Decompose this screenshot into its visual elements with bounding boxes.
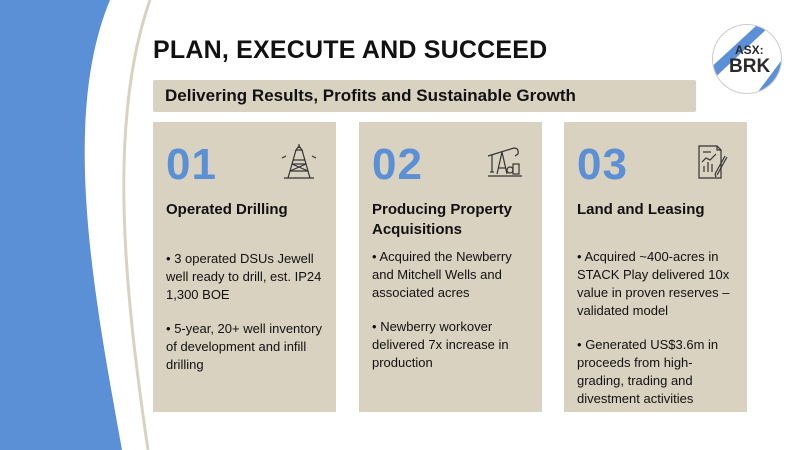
bullet-dot: • bbox=[577, 337, 582, 352]
bullet-text: Acquired the Newberry and Mitchell Wells… bbox=[372, 249, 512, 300]
bullet-text: Generated US$3.6m in proceeds from high-… bbox=[577, 337, 719, 406]
card-number: 01 bbox=[166, 140, 217, 189]
report-chart-icon bbox=[698, 145, 728, 179]
drilling-rig-icon bbox=[281, 144, 317, 179]
bullet-text: 3 operated DSUs Jewell well ready to dri… bbox=[166, 251, 322, 302]
bullet-text: Newberry workover delivered 7x increase … bbox=[372, 319, 509, 370]
company-logo: ASX: BRK bbox=[712, 24, 782, 94]
card-number: 02 bbox=[372, 140, 423, 189]
card-operated-drilling: 01 Operated Drilling • 3 operated DSUs J… bbox=[153, 122, 336, 412]
card-number: 03 bbox=[577, 140, 628, 189]
page-title: PLAN, EXECUTE AND SUCCEED bbox=[153, 36, 548, 64]
card-bullet-list: • 3 operated DSUs Jewell well ready to d… bbox=[166, 250, 328, 390]
card-heading: Operated Drilling bbox=[166, 201, 288, 218]
bullet-dot: • bbox=[577, 249, 582, 264]
bullet-item: • Newberry workover delivered 7x increas… bbox=[372, 318, 534, 372]
bullet-text: Acquired ~400-acres in STACK Play delive… bbox=[577, 249, 730, 318]
bullet-dot: • bbox=[166, 251, 171, 266]
logo-exchange-text: ASX: bbox=[735, 43, 764, 57]
subtitle-banner: Delivering Results, Profits and Sustaina… bbox=[153, 80, 696, 112]
subtitle-text: Delivering Results, Profits and Sustaina… bbox=[165, 86, 576, 105]
bullet-item: • 5-year, 20+ well inventory of developm… bbox=[166, 320, 328, 374]
card-producing-property-acquisitions: 02 Producing Property Acquisitions • Acq… bbox=[359, 122, 542, 412]
bullet-item: • Acquired the Newberry and Mitchell Wel… bbox=[372, 248, 534, 302]
bullet-item: • Acquired ~400-acres in STACK Play deli… bbox=[577, 248, 739, 320]
card-bullet-list: • Acquired ~400-acres in STACK Play deli… bbox=[577, 248, 739, 424]
card-heading: Producing Property Acquisitions bbox=[372, 201, 513, 238]
bullet-dot: • bbox=[166, 321, 171, 336]
bullet-dot: • bbox=[372, 319, 377, 334]
bullet-dot: • bbox=[372, 249, 377, 264]
logo-ticker-text: BRK bbox=[729, 56, 771, 77]
bullet-text: 5-year, 20+ well inventory of developmen… bbox=[166, 321, 322, 372]
bullet-item: • Generated US$3.6m in proceeds from hig… bbox=[577, 336, 739, 408]
card-bullet-list: • Acquired the Newberry and Mitchell Wel… bbox=[372, 248, 534, 388]
pumpjack-icon bbox=[487, 147, 522, 177]
logo-stripes-icon bbox=[713, 25, 781, 93]
bullet-item: • 3 operated DSUs Jewell well ready to d… bbox=[166, 250, 328, 304]
card-heading: Land and Leasing bbox=[577, 201, 705, 218]
card-land-and-leasing: 03 Land and Leasing • Acquired ~400-acre… bbox=[564, 122, 747, 412]
